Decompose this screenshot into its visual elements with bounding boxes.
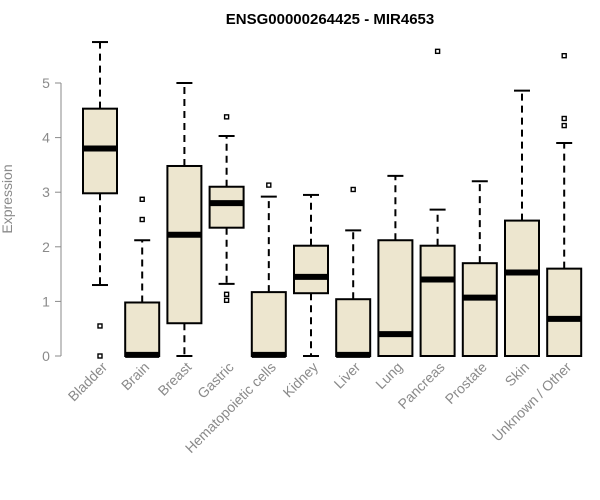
y-tick-label: 1 (42, 293, 50, 309)
outlier-point (561, 53, 567, 59)
category-label: Kidney (280, 359, 322, 401)
outlier-point (223, 114, 230, 120)
outlier-point (266, 182, 272, 188)
box-brain (124, 196, 161, 358)
y-tick-label: 5 (42, 75, 50, 91)
box-skin (504, 89, 540, 357)
outlier-point (223, 297, 230, 304)
category-label: Breast (155, 359, 195, 399)
box-body (208, 185, 245, 229)
category-label: Bladder (65, 359, 111, 405)
box-body (504, 219, 540, 357)
box-body (250, 291, 287, 358)
box-liver (335, 186, 372, 358)
box-body (419, 244, 456, 357)
category-label: Liver (331, 359, 364, 392)
category-label: Pancreas (395, 359, 448, 412)
box-body (335, 298, 372, 358)
boxes-group (82, 41, 583, 359)
box-bladder (82, 41, 118, 359)
category-label: Brain (118, 359, 152, 393)
outlier-point (97, 323, 103, 329)
y-axis-ticks: 0 1 2 3 4 5 (42, 75, 61, 364)
outlier-point (434, 48, 441, 55)
y-tick-label: 2 (42, 239, 50, 255)
box-body (461, 262, 498, 357)
category-label: Unknown / Other (489, 359, 575, 445)
box-hematopoietic-cells (250, 182, 287, 358)
outlier-point (139, 196, 145, 202)
chart-title: ENSG00000264425 - MIR4653 (226, 11, 434, 28)
y-tick-label: 3 (42, 184, 50, 200)
y-tick-label: 0 (42, 348, 50, 364)
outlier-point (97, 353, 103, 359)
box-body (546, 267, 583, 358)
outlier-point (561, 122, 567, 129)
box-pancreas (419, 48, 456, 357)
outlier-point (223, 291, 230, 298)
box-body (166, 164, 203, 325)
box-prostate (461, 180, 498, 357)
category-label: Lung (372, 359, 405, 392)
box-body (293, 244, 329, 295)
box-kidney (293, 193, 329, 357)
outlier-point (561, 115, 567, 122)
outlier-point (350, 186, 356, 193)
y-tick-label: 4 (42, 130, 50, 146)
box-body (124, 301, 161, 358)
y-axis-label: Expression (0, 164, 15, 233)
box-breast (166, 82, 203, 357)
box-unknown-other (546, 53, 583, 358)
category-label: Prostate (442, 359, 490, 407)
category-label: Skin (502, 359, 533, 390)
box-lung (377, 174, 414, 357)
outlier-point (139, 216, 145, 223)
box-body (377, 239, 414, 357)
box-gastric (208, 114, 245, 304)
